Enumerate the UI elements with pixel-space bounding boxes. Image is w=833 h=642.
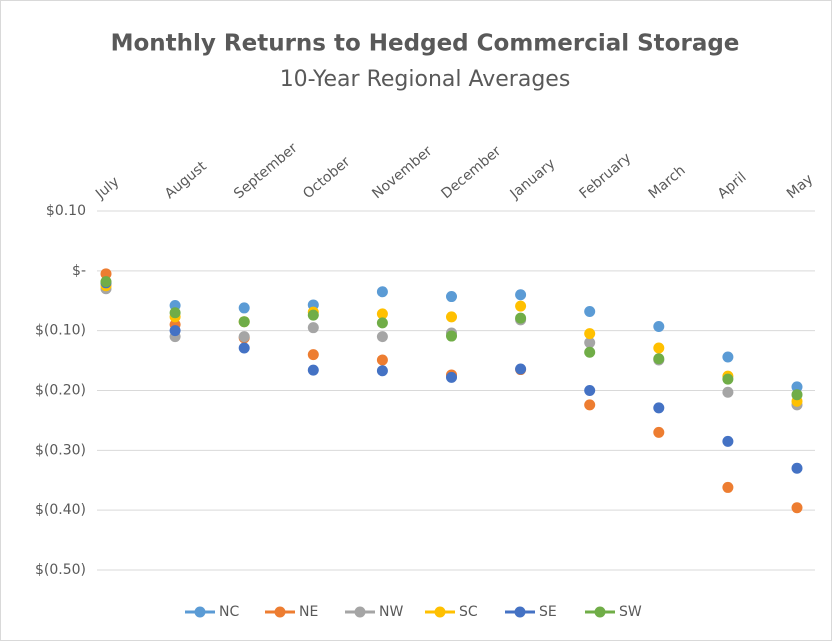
data-point [653,402,665,414]
data-point [169,307,181,319]
data-point [584,346,596,358]
data-point [791,502,803,514]
legend-marker [274,606,286,618]
data-point [376,331,388,343]
data-point [446,291,457,303]
legend-marker [354,606,366,618]
data-point [515,312,527,324]
data-point [653,353,665,365]
data-point [446,330,457,342]
y-tick-label: $(0.30) [35,442,86,458]
data-point [307,349,319,361]
data-point [446,311,457,323]
data-point [307,309,319,321]
legend-item: SE [505,604,557,620]
data-point [791,389,803,401]
legend-item: NC [185,604,239,620]
y-tick-label: $(0.50) [35,562,86,578]
data-point [722,351,734,363]
data-point [376,308,388,320]
legend-marker [194,606,206,618]
legend-label: SE [539,604,557,620]
data-point [100,268,112,280]
data-point [584,399,596,411]
data-point [238,342,250,354]
data-point [376,365,388,377]
legend-marker [434,606,446,618]
data-point [169,325,181,337]
data-point [376,317,388,329]
data-point [376,354,388,366]
data-point [100,276,112,288]
chart-title: Monthly Returns to Hedged Commercial Sto… [111,31,740,57]
data-point [515,363,527,375]
data-point [791,381,803,393]
legend-marker [514,606,526,618]
y-tick-label: $- [72,263,86,279]
chart-subtitle: 10-Year Regional Averages [280,67,571,92]
legend-label: NC [219,604,239,620]
legend-item: SC [425,604,478,620]
data-point [653,426,665,438]
data-point [791,462,803,474]
data-point [238,316,250,328]
legend-label: NE [299,604,318,620]
data-point [584,306,596,318]
data-point [238,302,250,314]
data-point [515,289,527,301]
y-tick-label: $0.10 [46,203,86,219]
data-point [722,373,734,385]
data-point [307,364,319,376]
legend-label: NW [379,604,403,620]
y-tick-label: $(0.40) [35,502,86,518]
data-point [722,386,734,398]
legend-label: SC [459,604,478,620]
data-point [307,322,319,334]
data-point [722,435,734,447]
legend-marker [594,606,606,618]
data-point [446,371,457,383]
data-point [653,342,665,354]
data-point [722,481,734,493]
data-point [584,337,596,349]
data-point [238,331,250,343]
y-tick-label: $(0.20) [35,383,86,399]
data-point [376,286,388,298]
legend-item: SW [585,604,642,620]
legend-item: NE [265,604,318,620]
legend-label: SW [619,604,642,620]
data-point [584,385,596,396]
y-tick-label: $(0.10) [35,323,86,339]
data-point [653,320,665,332]
data-point [515,300,527,312]
legend-item: NW [345,604,403,620]
data-point [584,328,596,340]
